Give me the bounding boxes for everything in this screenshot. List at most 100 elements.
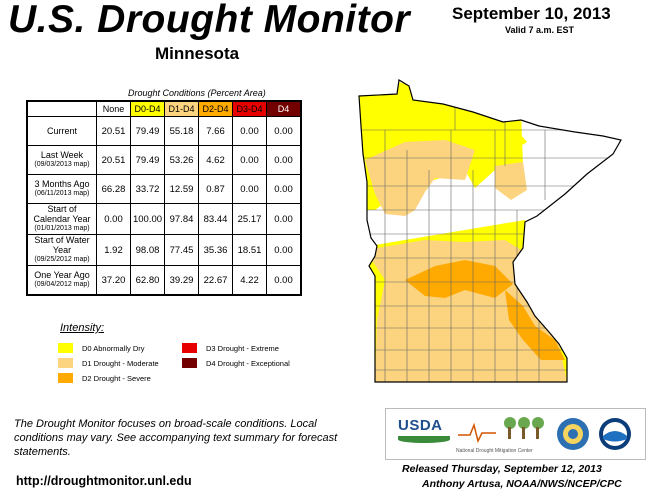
state-name: Minnesota xyxy=(155,44,240,63)
column-header-d1-d4: D1-D4 xyxy=(164,100,199,117)
table-row: Last Week (09/03/2013 map) 20.51 79.49 53.26… xyxy=(26,145,302,175)
table-cell: 1.92 xyxy=(96,234,131,266)
d2-area-southeast xyxy=(505,290,565,360)
legend-swatch xyxy=(58,343,73,353)
column-header-none: None xyxy=(96,100,131,117)
legend-swatch xyxy=(182,343,197,353)
tree-icon xyxy=(458,417,544,444)
row-label-text: Last Week xyxy=(40,150,84,160)
table-cell: 33.72 xyxy=(130,174,165,204)
d1-area-central xyxy=(495,162,527,200)
table-cell: 0.00 xyxy=(232,145,267,175)
row-label: One Year Ago (09/04/2012 map) xyxy=(26,265,97,296)
table-row: 3 Months Ago (06/11/2013 map) 66.28 33.72 12… xyxy=(26,174,302,204)
row-label: Current xyxy=(26,116,97,146)
author-credit: Anthony Artusa, NOAA/NWS/NCEP/CPC xyxy=(422,478,622,490)
row-label-date: (01/01/2013 map) xyxy=(34,225,90,232)
row-label: 3 Months Ago (06/11/2013 map) xyxy=(26,174,97,204)
d1-area-northwest xyxy=(365,140,475,216)
table-cell: 0.00 xyxy=(266,234,302,266)
row-label-date: (09/25/2012 map) xyxy=(34,256,90,263)
table-cell: 4.62 xyxy=(198,145,233,175)
table-cell: 12.59 xyxy=(164,174,199,204)
table-row: One Year Ago (09/04/2012 map) 37.20 62.80 39… xyxy=(26,265,302,296)
table-cell: 39.29 xyxy=(164,265,199,296)
row-label: Last Week (09/03/2013 map) xyxy=(26,145,97,175)
ndmc-logo: National Drought Mitigation Center xyxy=(456,415,552,454)
drought-map xyxy=(358,79,622,383)
d2-area-central xyxy=(405,260,513,298)
legend-label: D3 Drought - Extreme xyxy=(206,343,279,353)
table-cell: 22.67 xyxy=(198,265,233,296)
column-header-d2-d4: D2-D4 xyxy=(198,100,233,117)
legend-item: D1 Drought - Moderate xyxy=(58,358,159,368)
table-cell: 20.51 xyxy=(96,145,131,175)
column-header-d4: D4 xyxy=(266,100,302,117)
table-cell: 25.17 xyxy=(232,203,267,235)
table-cell: 35.36 xyxy=(198,234,233,266)
legend-swatch xyxy=(182,358,197,368)
table-cell: 53.26 xyxy=(164,145,199,175)
table-cell: 79.49 xyxy=(130,116,165,146)
table-cell: 0.87 xyxy=(198,174,233,204)
legend-label: D4 Drought - Exceptional xyxy=(206,358,290,368)
usda-logo: USDA xyxy=(398,417,450,449)
d0-area-north xyxy=(465,128,527,156)
legend-item: D3 Drought - Extreme xyxy=(182,343,279,353)
table-cell: 0.00 xyxy=(96,203,131,235)
website-link[interactable]: http://droughtmonitor.unl.edu xyxy=(16,474,192,488)
row-label-date: (09/03/2013 map) xyxy=(34,161,90,168)
valid-time: Valid 7 a.m. EST xyxy=(505,25,575,35)
row-label-date: (09/04/2012 map) xyxy=(34,281,90,288)
table-cell: 98.08 xyxy=(130,234,165,266)
column-header-d3-d4: D3-D4 xyxy=(232,100,267,117)
table-cell: 0.00 xyxy=(266,203,302,235)
table-corner xyxy=(27,101,97,117)
legend-swatch xyxy=(58,358,73,368)
disclaimer-note: The Drought Monitor focuses on broad-sca… xyxy=(14,418,338,458)
agency-logos: USDA National Drought Mitigation Center xyxy=(385,408,646,460)
map-title: U.S. Drought Monitor xyxy=(8,0,411,41)
table-cell: 62.80 xyxy=(130,265,165,296)
drought-conditions-table: None D0-D4 D1-D4 D2-D4 D3-D4 D4 Current 20.51 7… xyxy=(26,100,302,296)
table-cell: 83.44 xyxy=(198,203,233,235)
map-date: September 10, 2013 xyxy=(452,4,611,23)
table-cell: 0.00 xyxy=(232,174,267,204)
row-label-text: Start of Calendar Year xyxy=(33,204,91,224)
row-label-text: Current xyxy=(46,126,77,136)
table-cell: 20.51 xyxy=(96,116,131,146)
row-label: Start of Calendar Year (01/01/2013 map) xyxy=(26,203,97,235)
table-cell: 77.45 xyxy=(164,234,199,266)
table-cell: 7.66 xyxy=(198,116,233,146)
legend-item: D0 Abnormally Dry xyxy=(58,343,145,353)
table-cell: 18.51 xyxy=(232,234,267,266)
row-label-date: (06/11/2013 map) xyxy=(34,190,90,197)
table-row: Current 20.51 79.49 55.18 7.66 0.00 0.00 xyxy=(26,116,302,146)
table-cell: 97.84 xyxy=(164,203,199,235)
release-date: Released Thursday, September 12, 2013 xyxy=(402,463,602,475)
table-cell: 66.28 xyxy=(96,174,131,204)
table-header-row: None D0-D4 D1-D4 D2-D4 D3-D4 D4 xyxy=(27,100,302,117)
table-cell: 0.00 xyxy=(266,174,302,204)
legend-label: D1 Drought - Moderate xyxy=(82,358,159,368)
legend-item: D4 Drought - Exceptional xyxy=(182,358,290,368)
table-cell: 0.00 xyxy=(266,265,302,296)
table-cell: 79.49 xyxy=(130,145,165,175)
commerce-seal-icon xyxy=(557,418,589,450)
row-label: Start of Water Year (09/25/2012 map) xyxy=(26,234,97,266)
legend-swatch xyxy=(58,373,73,383)
table-cell: 0.00 xyxy=(232,116,267,146)
table-cell: 0.00 xyxy=(266,145,302,175)
legend-label: D0 Abnormally Dry xyxy=(82,343,145,353)
table-row: Start of Water Year (09/25/2012 map) 1.92 9… xyxy=(26,234,302,266)
column-header-d0-d4: D0-D4 xyxy=(130,100,165,117)
table-caption: Drought Conditions (Percent Area) xyxy=(128,88,266,98)
row-label-text: One Year Ago xyxy=(34,270,90,280)
table-row: Start of Calendar Year (01/01/2013 map) 0.… xyxy=(26,203,302,235)
row-label-text: Start of Water Year xyxy=(34,235,90,255)
table-cell: 100.00 xyxy=(130,203,165,235)
legend-title: Intensity: xyxy=(60,322,105,334)
legend-label: D2 Drought - Severe xyxy=(82,373,151,383)
row-label-text: 3 Months Ago xyxy=(34,179,90,189)
table-cell: 0.00 xyxy=(266,116,302,146)
